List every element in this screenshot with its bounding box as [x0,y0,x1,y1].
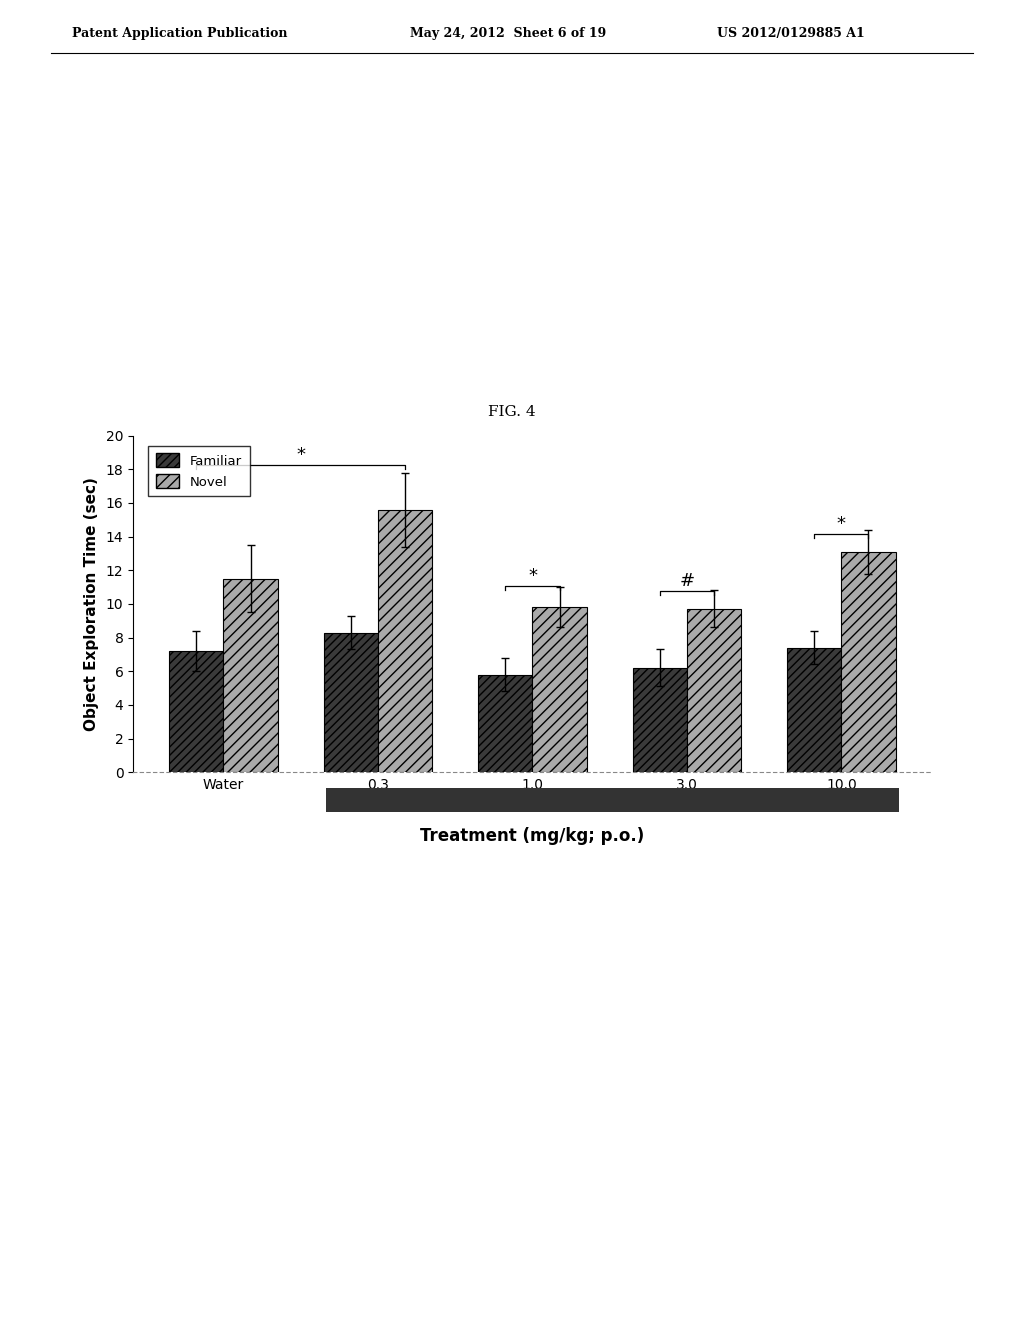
Bar [478,675,532,772]
Legend: Familiar, Novel: Familiar, Novel [147,446,250,496]
Text: May 24, 2012  Sheet 6 of 19: May 24, 2012 Sheet 6 of 19 [410,26,606,40]
Bar [169,651,223,772]
Text: Treatment (mg/kg; p.o.): Treatment (mg/kg; p.o.) [421,826,644,845]
Bar [223,578,278,772]
Text: *: * [528,568,537,585]
Bar [687,609,741,772]
Text: *: * [296,446,305,465]
Bar [532,607,587,772]
Bar [324,632,378,772]
Text: Patent Application Publication: Patent Application Publication [72,26,287,40]
Bar [787,648,842,772]
Y-axis label: Object Exploration Time (sec): Object Exploration Time (sec) [84,477,98,731]
Bar [378,510,432,772]
Text: US 2012/0129885 A1: US 2012/0129885 A1 [717,26,864,40]
Bar [842,552,896,772]
Text: #: # [679,573,694,590]
Bar [633,668,687,772]
Text: *: * [837,515,846,533]
Text: FIG. 4: FIG. 4 [488,405,536,418]
